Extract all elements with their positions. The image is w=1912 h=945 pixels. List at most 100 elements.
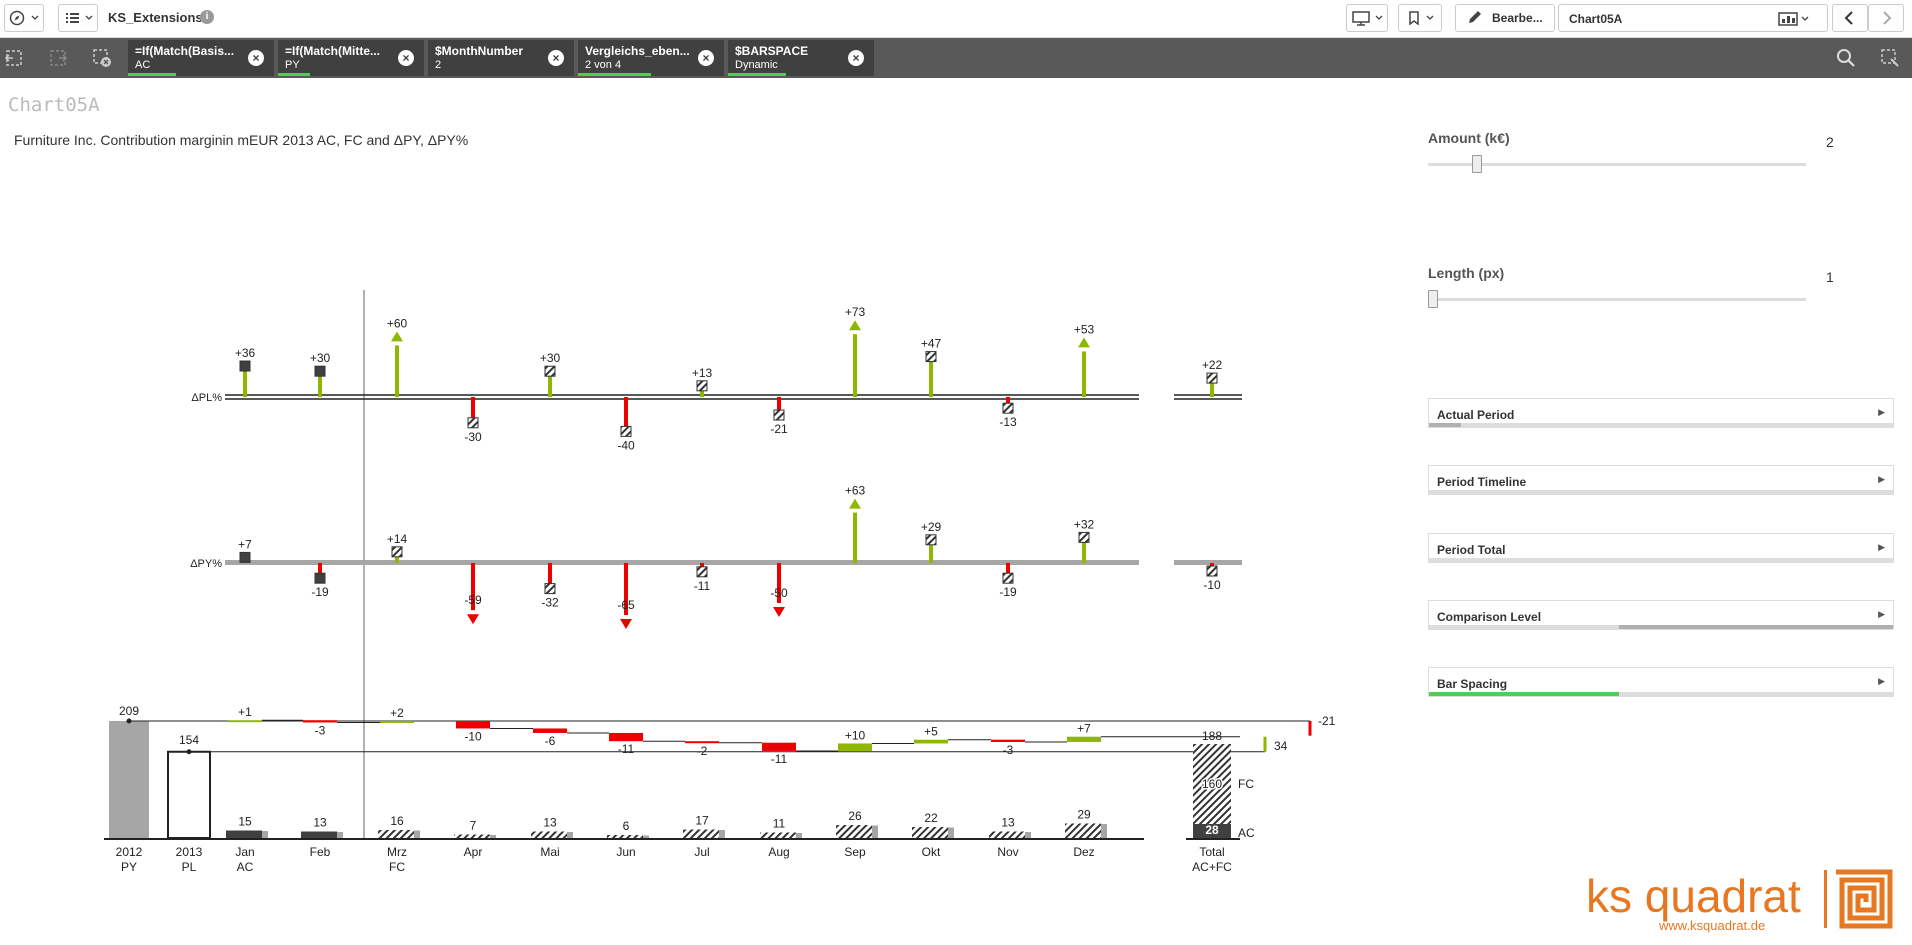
dpl-data-label: +30	[310, 351, 331, 365]
length-slider-track[interactable]	[1428, 298, 1806, 301]
month-label: Jun	[616, 845, 635, 859]
caret-right-icon: ▶	[1878, 542, 1885, 552]
panel-fill	[1429, 692, 1620, 696]
dpy-total-axis	[1174, 560, 1242, 565]
selection-state-bar	[728, 73, 787, 76]
caret-right-icon: ▶	[1878, 474, 1885, 484]
smart-search-button[interactable]	[1878, 46, 1902, 70]
close-icon[interactable]: ×	[698, 50, 714, 66]
month-label: Aug	[768, 845, 789, 859]
dpl-pin-marker	[696, 380, 708, 392]
selection-chip[interactable]: $BARSPACE Dynamic ×	[728, 40, 874, 76]
delta-bar	[609, 732, 643, 742]
panel-bar-spacing[interactable]: Bar Spacing ▶	[1428, 667, 1894, 697]
selection-chip[interactable]: =If(Match(Basis... AC ×	[128, 40, 274, 76]
delta-bar	[303, 720, 337, 723]
panel-period-total[interactable]: Period Total ▶	[1428, 533, 1894, 563]
dpy-data-label: -65	[617, 598, 635, 612]
clear-all-selections-button[interactable]	[90, 46, 114, 70]
pl-2013-sublabel: PL	[182, 860, 197, 874]
month-label: Feb	[310, 845, 331, 859]
dpy-total-label: -10	[1203, 578, 1221, 592]
logo-mark-icon	[1836, 869, 1893, 929]
amount-slider-label: Amount (k€)	[1428, 130, 1510, 146]
delta-label: -3	[1003, 743, 1014, 757]
chart-graphics: ΔPL%+36 +30+60-30+30-40+13-21+73+47-13+53…	[104, 290, 1336, 874]
dpl-total-pin-marker	[1206, 372, 1218, 384]
month-label: Nov	[997, 845, 1018, 859]
selection-chip[interactable]: Vergleichs_eben... 2 von 4 ×	[578, 40, 724, 76]
dpl-pin-marker	[314, 365, 326, 377]
side-dpl-label: 34	[1274, 739, 1288, 753]
selection-field: $BARSPACE	[735, 44, 809, 58]
close-icon[interactable]: ×	[548, 50, 564, 66]
panel-track	[1429, 423, 1893, 427]
sheet-list-button[interactable]	[58, 4, 98, 32]
panel-label: Comparison Level	[1437, 610, 1542, 624]
panel-actual-period[interactable]: Actual Period ▶	[1428, 398, 1894, 428]
caret-right-icon: ▶	[1878, 676, 1885, 686]
sheet-title-box: Chart05A	[1558, 4, 1828, 32]
month-value: 16	[390, 814, 404, 828]
panel-fill	[1429, 423, 1462, 427]
dpy-data-label: +14	[387, 532, 408, 546]
dpl-pin-marker	[467, 417, 479, 429]
navigation-menu-button[interactable]	[4, 4, 44, 32]
panel-period-timeline[interactable]: Period Timeline ▶	[1428, 465, 1894, 495]
close-icon[interactable]: ×	[248, 50, 264, 66]
delta-label: -11	[771, 752, 788, 766]
selection-field: $MonthNumber	[435, 44, 523, 58]
total-ac-value: 28	[1205, 823, 1219, 837]
dpy-data-label: +32	[1074, 517, 1095, 531]
month-bar	[226, 830, 262, 838]
dpy-pin-overflow-arrow	[849, 498, 861, 509]
edit-label: Bearbe...	[1492, 11, 1543, 25]
step-back-selection-button[interactable]	[2, 46, 26, 70]
total-fc-bar	[1193, 744, 1231, 824]
delta-label: +2	[390, 706, 404, 720]
dpy-data-label: -59	[464, 593, 482, 607]
panel-comparison-level[interactable]: Comparison Level ▶	[1428, 600, 1894, 630]
edit-button[interactable]: Bearbe...	[1455, 4, 1555, 32]
selection-field: Vergleichs_eben...	[585, 44, 690, 58]
ks-quadrat-logo: ks quadrat www.ksquadrat.de	[1586, 869, 1893, 933]
pl-2013-bar	[167, 750, 211, 840]
search-button[interactable]	[1834, 46, 1858, 70]
sheet-name: Chart05A	[1569, 12, 1623, 26]
previous-sheet-button[interactable]	[1832, 4, 1868, 32]
next-sheet-button[interactable]	[1868, 4, 1904, 32]
delta-label: +7	[1077, 722, 1091, 736]
bookmark-button[interactable]	[1398, 4, 1442, 32]
panel-label: Actual Period	[1437, 408, 1515, 422]
dpy-data-label: -32	[541, 596, 559, 610]
top-toolbar: KS_Extensions i Bearbe... Chart05A	[0, 0, 1912, 38]
present-button[interactable]	[1346, 4, 1388, 32]
delta-label: +10	[845, 728, 866, 742]
close-icon[interactable]: ×	[848, 50, 864, 66]
selection-chip[interactable]: $MonthNumber 2 ×	[428, 40, 574, 76]
selection-chip[interactable]: =If(Match(Mitte... PY ×	[278, 40, 424, 76]
dpl-data-label: +60	[387, 316, 408, 330]
month-value: 15	[238, 815, 252, 829]
bookmark-icon	[1409, 11, 1434, 26]
delta-bar	[456, 720, 490, 729]
amount-slider-handle[interactable]	[1472, 155, 1483, 173]
total-ac-tag: AC	[1238, 826, 1255, 840]
amount-slider-track[interactable]	[1428, 163, 1806, 166]
dpl-data-label: +13	[692, 366, 713, 380]
sheet-thumbnail-icon[interactable]	[1777, 11, 1811, 27]
step-forward-selection-button[interactable]	[46, 46, 70, 70]
caret-right-icon: ▶	[1878, 609, 1885, 619]
month-bar	[989, 831, 1025, 838]
dpy-pin-overflow-arrow	[620, 619, 632, 629]
month-value: 13	[543, 816, 557, 830]
length-slider-handle[interactable]	[1428, 290, 1438, 308]
panel-label: Period Timeline	[1437, 475, 1527, 489]
logo-name: ks quadrat	[1586, 870, 1801, 922]
info-icon[interactable]: i	[200, 10, 214, 24]
month-label: Jul	[694, 845, 709, 859]
close-icon[interactable]: ×	[398, 50, 414, 66]
selection-value: 2 von 4	[585, 59, 622, 71]
side-dpy-label: -21	[1318, 714, 1336, 728]
dpy-data-label: +29	[921, 520, 942, 534]
